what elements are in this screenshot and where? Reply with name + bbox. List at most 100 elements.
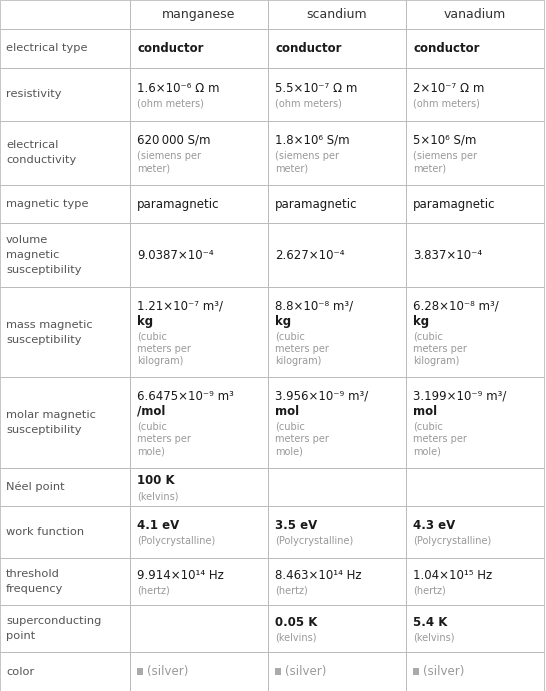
Text: 9.914×10¹⁴ Hz: 9.914×10¹⁴ Hz <box>137 569 224 582</box>
Bar <box>0 0 130 29</box>
Text: 1.21×10⁻⁷ m³/: 1.21×10⁻⁷ m³/ <box>137 299 223 312</box>
Text: manganese: manganese <box>162 8 236 21</box>
Text: electrical: electrical <box>6 140 58 150</box>
Text: work function: work function <box>6 527 84 537</box>
Text: volume: volume <box>6 235 48 245</box>
Text: 3.5 eV: 3.5 eV <box>275 520 317 532</box>
Text: (cubic: (cubic <box>275 422 305 432</box>
Bar <box>268 68 406 121</box>
Text: meter): meter) <box>137 163 170 173</box>
Text: 1.8×10⁶ S/m: 1.8×10⁶ S/m <box>275 134 349 146</box>
Text: kg: kg <box>275 314 291 328</box>
Text: paramagnetic: paramagnetic <box>275 198 358 211</box>
Bar <box>0 29 130 68</box>
Text: (silver): (silver) <box>285 665 327 678</box>
Bar <box>406 652 544 691</box>
Bar <box>406 29 544 68</box>
Text: kilogram): kilogram) <box>137 357 183 366</box>
Bar <box>406 287 544 377</box>
Text: susceptibility: susceptibility <box>6 265 81 276</box>
Text: kilogram): kilogram) <box>413 357 459 366</box>
Bar <box>130 121 268 184</box>
Text: meter): meter) <box>275 163 308 173</box>
Bar <box>137 668 143 674</box>
Bar <box>268 468 406 507</box>
Text: paramagnetic: paramagnetic <box>413 198 496 211</box>
Text: (siemens per: (siemens per <box>137 151 201 160</box>
Text: (ohm meters): (ohm meters) <box>413 98 480 108</box>
Bar <box>268 558 406 605</box>
Text: 2×10⁻⁷ Ω m: 2×10⁻⁷ Ω m <box>413 82 484 95</box>
Bar <box>406 223 544 287</box>
Text: kg: kg <box>413 314 429 328</box>
Text: 4.1 eV: 4.1 eV <box>137 520 179 532</box>
Text: threshold: threshold <box>6 569 60 578</box>
Bar <box>0 507 130 558</box>
Text: mol: mol <box>275 405 299 418</box>
Text: 2.627×10⁻⁴: 2.627×10⁻⁴ <box>275 249 345 262</box>
Text: (silver): (silver) <box>423 665 465 678</box>
Bar <box>406 507 544 558</box>
Text: susceptibility: susceptibility <box>6 425 81 435</box>
Bar <box>268 605 406 652</box>
Text: (kelvins): (kelvins) <box>413 632 454 643</box>
Text: conductor: conductor <box>413 41 479 55</box>
Text: 1.6×10⁻⁶ Ω m: 1.6×10⁻⁶ Ω m <box>137 82 219 95</box>
Text: meters per: meters per <box>275 434 329 444</box>
Text: (kelvins): (kelvins) <box>137 491 179 501</box>
Text: 3.837×10⁻⁴: 3.837×10⁻⁴ <box>413 249 482 262</box>
Bar <box>130 68 268 121</box>
Text: 100 K: 100 K <box>137 474 175 487</box>
Text: (siemens per: (siemens per <box>275 151 339 160</box>
Text: 5×10⁶ S/m: 5×10⁶ S/m <box>413 134 476 146</box>
Bar <box>406 377 544 468</box>
Text: scandium: scandium <box>307 8 367 21</box>
Bar <box>268 29 406 68</box>
Bar <box>406 121 544 184</box>
Text: (Polycrystalline): (Polycrystalline) <box>413 536 491 546</box>
Text: (silver): (silver) <box>147 665 188 678</box>
Text: 5.5×10⁻⁷ Ω m: 5.5×10⁻⁷ Ω m <box>275 82 358 95</box>
Text: conductor: conductor <box>137 41 204 55</box>
Bar <box>406 468 544 507</box>
Bar <box>0 184 130 223</box>
Bar <box>130 0 268 29</box>
Text: meters per: meters per <box>275 344 329 354</box>
Bar <box>406 68 544 121</box>
Text: conductor: conductor <box>275 41 341 55</box>
Text: meters per: meters per <box>413 344 467 354</box>
Bar <box>0 287 130 377</box>
Bar <box>0 121 130 184</box>
Text: 620 000 S/m: 620 000 S/m <box>137 134 211 146</box>
Text: 8.8×10⁻⁸ m³/: 8.8×10⁻⁸ m³/ <box>275 299 353 312</box>
Text: 6.28×10⁻⁸ m³/: 6.28×10⁻⁸ m³/ <box>413 299 498 312</box>
Text: (hertz): (hertz) <box>275 585 308 596</box>
Text: (cubic: (cubic <box>275 332 305 341</box>
Bar <box>130 468 268 507</box>
Text: meter): meter) <box>413 163 446 173</box>
Bar <box>406 0 544 29</box>
Text: (siemens per: (siemens per <box>413 151 477 160</box>
Text: (cubic: (cubic <box>137 422 167 432</box>
Text: resistivity: resistivity <box>6 89 62 100</box>
Bar <box>130 29 268 68</box>
Bar <box>413 668 419 674</box>
Text: kg: kg <box>137 314 153 328</box>
Bar <box>268 652 406 691</box>
Text: 0.05 K: 0.05 K <box>275 616 317 629</box>
Text: kilogram): kilogram) <box>275 357 322 366</box>
Text: 5.4 K: 5.4 K <box>413 616 447 629</box>
Text: 4.3 eV: 4.3 eV <box>413 520 455 532</box>
Bar <box>130 377 268 468</box>
Bar <box>130 507 268 558</box>
Text: magnetic: magnetic <box>6 250 60 261</box>
Bar <box>268 0 406 29</box>
Text: paramagnetic: paramagnetic <box>137 198 219 211</box>
Text: mole): mole) <box>275 446 303 457</box>
Bar <box>130 287 268 377</box>
Text: 3.199×10⁻⁹ m³/: 3.199×10⁻⁹ m³/ <box>413 390 506 403</box>
Text: /mol: /mol <box>137 405 165 418</box>
Bar <box>0 68 130 121</box>
Text: electrical type: electrical type <box>6 43 87 53</box>
Bar <box>130 605 268 652</box>
